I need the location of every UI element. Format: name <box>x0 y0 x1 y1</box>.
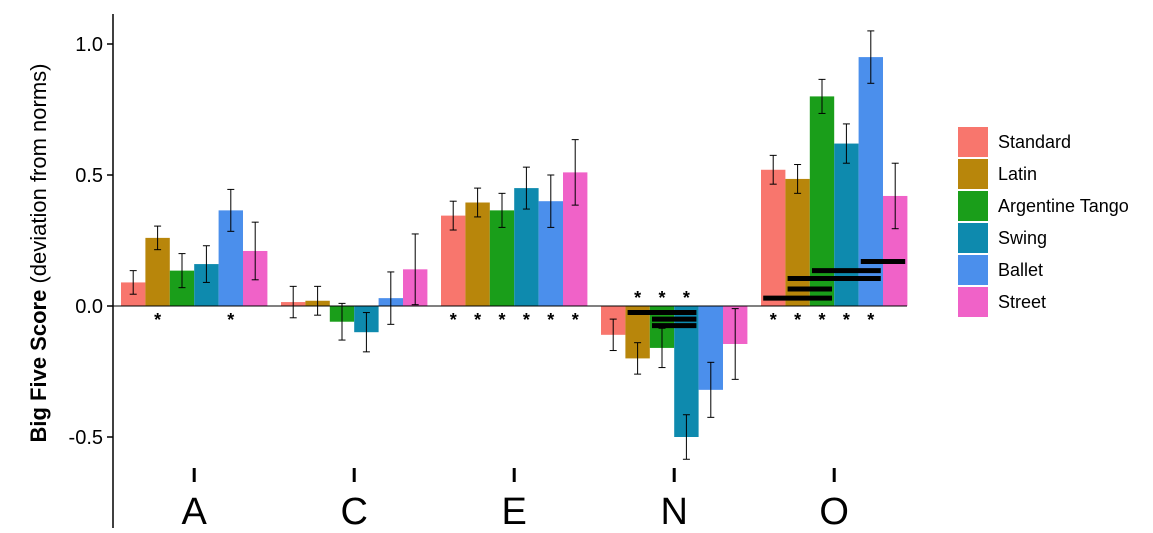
legend-swatch-argentine-tango <box>958 191 988 221</box>
significance-star-n-latin: * <box>634 288 641 308</box>
significance-star-o-standard: * <box>770 310 777 330</box>
bar-o-standard <box>761 169 786 306</box>
error-bars-layer <box>129 30 899 460</box>
legend: Standard Latin Argentine Tango Swing Ballet S… <box>958 127 1129 317</box>
legend-label-swing: Swing <box>998 228 1047 248</box>
y-tick-label: -0.5 <box>69 427 103 449</box>
legend-label-argentine-tango: Argentine Tango <box>998 196 1129 216</box>
bar-o-latin <box>785 178 810 306</box>
significance-star-o-latin: * <box>794 310 801 330</box>
bar-o-swing <box>834 143 859 306</box>
axes-layer <box>112 14 907 528</box>
legend-swatch-ballet <box>958 255 988 285</box>
x-category-label-o: O <box>819 491 849 528</box>
x-category-label-c: C <box>340 491 367 528</box>
significance-star-o-ballet: * <box>867 310 874 330</box>
significance-star-e-latin: * <box>474 310 481 330</box>
y-tick-label: 0.5 <box>75 165 103 187</box>
significance-star-o-argentine-tango: * <box>818 310 825 330</box>
significance-layer: * * * * * * * * * * * * * * * * <box>154 288 874 330</box>
significance-star-e-standard: * <box>450 310 457 330</box>
bar-e-latin <box>465 202 490 306</box>
legend-swatch-standard <box>958 127 988 157</box>
comparison-brackets-layer <box>627 258 906 329</box>
y-axis-title-rest: (deviation from norms) <box>26 63 51 289</box>
y-tick-label: 1.0 <box>75 34 103 56</box>
y-axis-title: Big Five Score (deviation from norms) <box>26 63 51 442</box>
legend-label-latin: Latin <box>998 164 1037 184</box>
y-tick-label: 0.0 <box>75 296 103 318</box>
x-category-label-e: E <box>502 491 527 528</box>
y-axis-title-bold: Big Five Score <box>26 290 51 443</box>
legend-label-ballet: Ballet <box>998 260 1043 280</box>
significance-star-o-swing: * <box>843 310 850 330</box>
significance-star-e-ballet: * <box>547 310 554 330</box>
x-category-label-a: A <box>182 491 208 528</box>
significance-star-e-swing: * <box>523 310 530 330</box>
bar-o-argentine-tango <box>809 96 835 307</box>
legend-swatch-swing <box>958 223 988 253</box>
significance-star-e-argentine-tango: * <box>498 310 505 330</box>
legend-swatch-street <box>958 287 988 317</box>
x-category-label-n: N <box>660 491 687 528</box>
legend-label-street: Street <box>998 292 1046 312</box>
significance-star-n-swing: * <box>683 288 690 308</box>
bar-e-standard <box>441 215 466 306</box>
bar-o-ballet <box>858 57 883 306</box>
significance-star-n-argentine-tango: * <box>658 288 665 308</box>
significance-star-e-street: * <box>572 310 579 330</box>
legend-swatch-latin <box>958 159 988 189</box>
bars-layer <box>121 57 908 437</box>
significance-star-a-ballet: * <box>227 310 234 330</box>
ticks-layer: 1.0 0.5 0.0 -0.5 A C E N O <box>69 34 849 533</box>
legend-label-standard: Standard <box>998 132 1071 152</box>
significance-star-a-latin: * <box>154 310 161 330</box>
